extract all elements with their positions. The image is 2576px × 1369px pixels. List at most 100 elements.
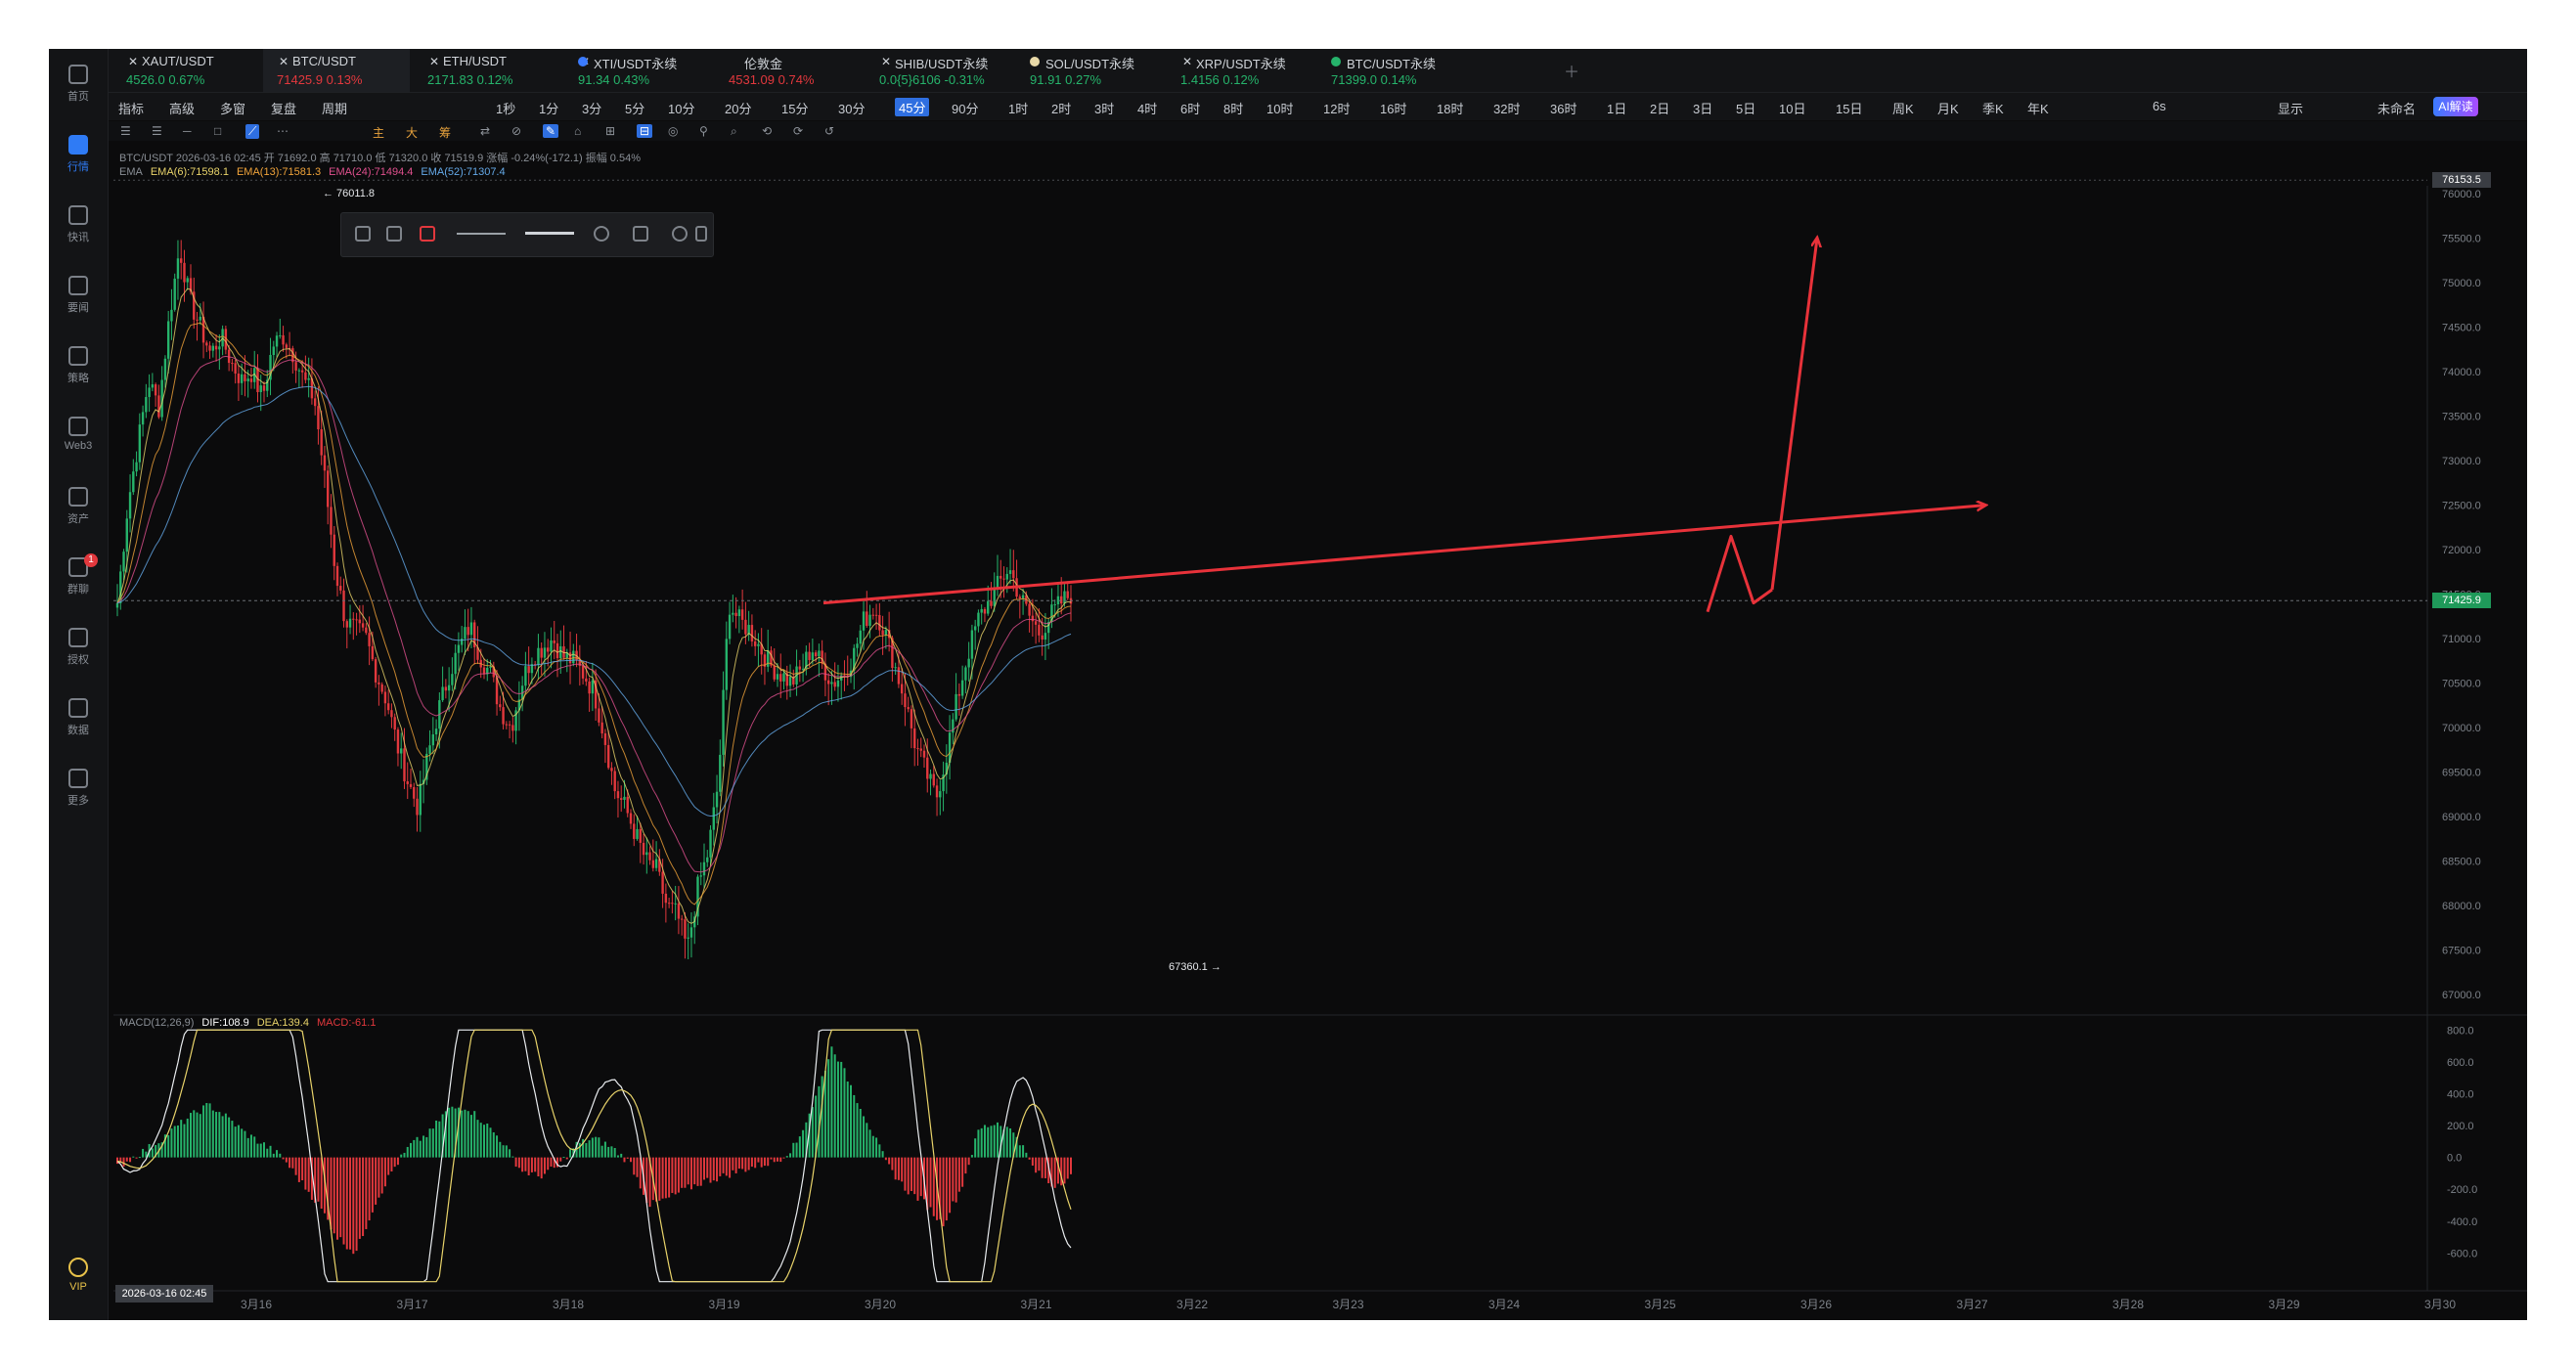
nav-item-0[interactable]: 首页 [49,57,108,113]
tool-icon-9[interactable]: ⟲ [762,124,773,138]
interval-1[interactable]: 1分 [539,102,559,116]
visibility-icon[interactable] [672,226,688,242]
trash-icon[interactable] [695,226,707,242]
interval-13[interactable]: 4时 [1137,102,1158,116]
interval-30[interactable]: 季K [1982,102,2004,116]
tab-7[interactable]: ✕ XRP/USDT永续 1.4156 0.12% [1167,49,1313,92]
tab-5[interactable]: ✕ SHIB/USDT永续 0.0{5}6106 -0.31% [866,49,1012,92]
interval-10[interactable]: 1时 [1008,102,1029,116]
interval-4[interactable]: 10分 [668,102,695,116]
close-tab-icon[interactable]: ✕ [881,55,892,68]
nav-item-2[interactable]: 快讯 [49,198,108,254]
draw-tool-icon-5[interactable]: ⋯ [277,124,289,138]
tool-icon-4[interactable]: ⊞ [605,124,616,138]
tool-icon-3[interactable]: ⌂ [574,124,582,138]
toolbar-right-1[interactable]: 显示 [2278,102,2304,116]
nav-item-10[interactable]: 更多 [49,761,108,817]
interval-2[interactable]: 3分 [582,102,602,116]
nav-item-7[interactable]: 群聊 1 [49,550,108,606]
interval-12[interactable]: 3时 [1094,102,1115,116]
overlay-toggle-1[interactable]: 大 [406,126,419,140]
tab-1[interactable]: ✕ BTC/USDT 71425.9 0.13% [263,49,410,92]
nav-item-4[interactable]: 策略 [49,338,108,395]
nav-item-6[interactable]: 资产 [49,479,108,536]
interval-3[interactable]: 5分 [625,102,645,116]
toolbar-item-4[interactable]: 周期 [322,102,348,116]
tool-icon-6[interactable]: ◎ [668,124,679,138]
toolbar-item-2[interactable]: 多窗 [220,102,246,116]
pen-color-icon[interactable] [420,226,435,242]
drag-handle-icon[interactable] [355,226,371,242]
close-tab-icon[interactable]: ✕ [1182,55,1193,68]
tool-icon-5[interactable]: ⊟ [637,124,653,138]
interval-19[interactable]: 18时 [1437,102,1464,116]
line-style-select[interactable] [457,233,506,235]
tab-2[interactable]: ✕ ETH/USDT 2171.83 0.12% [414,49,560,92]
zigzag-path[interactable] [1706,534,1773,613]
toolbar-item-0[interactable]: 指标 [118,102,145,116]
vip-button[interactable]: VIP [49,1250,108,1306]
nav-item-8[interactable]: 授权 [49,620,108,677]
trendline-arrow[interactable] [822,506,1985,605]
shape-icon[interactable] [386,226,402,242]
draw-tool-icon-2[interactable]: ─ [183,124,192,138]
tab-6[interactable]: SOL/USDT永续 91.91 0.27% [1016,49,1163,92]
interval-28[interactable]: 周K [1892,102,1914,116]
interval-31[interactable]: 年K [2027,102,2049,116]
close-tab-icon[interactable]: ✕ [429,55,440,68]
overlay-toggle-0[interactable]: 主 [373,126,385,140]
draw-tool-icon-4[interactable]: ⟋ [245,124,260,139]
tool-icon-2[interactable]: ✎ [543,124,559,138]
interval-26[interactable]: 10日 [1779,102,1806,116]
interval-8[interactable]: 45分 [895,98,930,116]
nav-item-9[interactable]: 数据 [49,690,108,747]
tool-icon-8[interactable]: ⌕ [731,124,737,138]
interval-5[interactable]: 20分 [725,102,752,116]
close-tab-icon[interactable]: ✕ [279,55,289,68]
toolbar-right-0[interactable]: 6s [2153,99,2166,113]
interval-22[interactable]: 1日 [1607,102,1627,116]
interval-27[interactable]: 15日 [1836,102,1863,116]
interval-29[interactable]: 月K [1937,102,1959,116]
tool-icon-10[interactable]: ⟳ [793,124,804,138]
interval-25[interactable]: 5日 [1736,102,1756,116]
lock-icon[interactable] [633,226,648,242]
interval-9[interactable]: 90分 [952,102,979,116]
settings-icon[interactable] [594,226,609,242]
draw-tool-icon-3[interactable]: □ [214,124,222,138]
nav-item-3[interactable]: 要闻 [49,268,108,325]
draw-tool-icon-1[interactable]: ☰ [152,124,162,138]
interval-16[interactable]: 10时 [1266,102,1294,116]
toolbar-item-3[interactable]: 复盘 [271,102,297,116]
ai-analysis-button[interactable]: AI解读 [2433,97,2478,116]
breakout-arrow[interactable] [1770,239,1817,591]
draw-tool-icon-0[interactable]: ☰ [120,124,131,138]
tab-4[interactable]: 伦敦金 4531.09 0.74% [715,49,862,92]
tool-icon-0[interactable]: ⇄ [480,124,491,138]
interval-7[interactable]: 30分 [838,102,866,116]
tool-icon-11[interactable]: ↺ [824,124,835,138]
interval-18[interactable]: 16时 [1380,102,1407,116]
toolbar-right-2[interactable]: 未命名 [2377,102,2417,116]
close-tab-icon[interactable]: ✕ [128,55,139,68]
interval-17[interactable]: 12时 [1323,102,1351,116]
nav-item-5[interactable]: Web3 [49,409,108,465]
interval-11[interactable]: 2时 [1051,102,1072,116]
interval-15[interactable]: 8时 [1223,102,1244,116]
interval-6[interactable]: 15分 [781,102,809,116]
interval-20[interactable]: 32时 [1493,102,1521,116]
interval-24[interactable]: 3日 [1693,102,1713,116]
tab-8[interactable]: BTC/USDT永续 71399.0 0.14% [1317,49,1464,92]
interval-23[interactable]: 2日 [1650,102,1670,116]
toolbar-item-1[interactable]: 高级 [169,102,196,116]
line-width-select[interactable] [525,232,574,235]
chart-canvas[interactable]: 67000.0 67500.0 68000.0 68500.0 69000.0 69500… [49,49,2527,1320]
tool-icon-7[interactable]: ⚲ [699,124,708,138]
interval-0[interactable]: 1秒 [496,102,516,116]
tab-0[interactable]: ✕ XAUT/USDT 4526.0 0.67% [112,49,259,92]
tool-icon-1[interactable]: ⊘ [511,124,522,138]
interval-21[interactable]: 36时 [1550,102,1577,116]
nav-item-1[interactable]: 行情 [49,127,108,184]
interval-14[interactable]: 6时 [1180,102,1201,116]
